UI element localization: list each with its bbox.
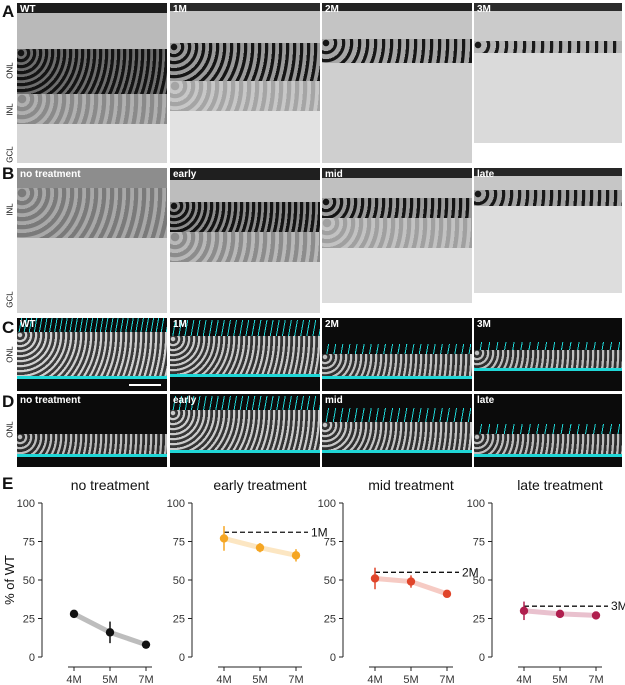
panel-letter-b: B [2,164,15,183]
y-tick-label: 0 [179,652,185,664]
data-point [105,628,115,637]
panel-letter-a: A [2,2,15,21]
y-tick-label: 100 [318,498,336,510]
x-tick-label: 7M [439,674,454,685]
chart-title: mid treatment [368,477,454,493]
data-point [69,609,79,619]
x-tick-label: 5M [252,674,267,685]
y-tick-label: 50 [324,575,336,587]
data-point [591,611,601,620]
micrograph-b-mid: mid [322,168,472,303]
y-axis-label: % of WT [2,555,17,605]
panel-letter-e: E [2,474,14,493]
y-tick-label: 25 [473,614,485,626]
fluorescence-c-3m: 3M [474,318,622,391]
y-tick-label: 100 [167,498,185,510]
fluorescence-c-1m: 1M [170,318,320,391]
data-point [519,606,529,615]
tile-label: no treatment [20,169,81,180]
tile-label: mid [325,395,343,406]
data-point [219,534,229,543]
micrograph-a-2m: 2M [322,3,472,163]
x-tick-label: 7M [588,674,603,685]
reference-label: 1M [311,525,328,539]
layer-label-gcl-a: GCL [5,146,15,163]
y-tick-label: 75 [173,537,185,549]
tile-label: WT [20,4,36,15]
micrograph-a-1m: 1M [170,3,320,163]
tile-label: no treatment [20,395,81,406]
y-tick-label: 75 [23,537,35,549]
y-tick-label: 0 [29,652,35,664]
x-tick-label: 5M [403,674,418,685]
tile-label: late [477,169,495,180]
panel-letter-d: D [2,392,15,411]
tile-label: early [173,169,197,180]
fluorescence-d-early: early [170,394,320,467]
tile-label: 1M [173,319,187,330]
tile-label: 2M [325,319,339,330]
y-tick-label: 50 [23,575,35,587]
micrograph-b-no-treatment: no treatment [17,168,167,313]
x-tick-label: 5M [102,674,117,685]
micrograph-a-3m: 3M [474,3,622,143]
y-tick-label: 25 [23,614,35,626]
tile-label: mid [325,169,343,180]
y-tick-label: 50 [473,575,485,587]
y-tick-label: 100 [17,498,35,510]
fluorescence-c-2m: 2M [322,318,472,391]
y-tick-label: 0 [479,652,485,664]
x-tick-label: 4M [367,674,382,685]
chart-title: late treatment [517,477,603,493]
scale-bar [129,384,161,386]
tile-label: 1M [173,4,187,15]
reference-label: 2M [462,565,479,579]
fluorescence-d-late: late [474,394,622,467]
x-tick-label: 5M [552,674,567,685]
y-tick-label: 75 [473,537,485,549]
x-tick-label: 7M [138,674,153,685]
panel-letter-c: C [2,318,15,337]
layer-label-onl-d: ONL [5,421,15,438]
x-tick-label: 4M [516,674,531,685]
reference-label: 3M [611,599,625,613]
data-point [370,574,380,583]
x-tick-label: 4M [216,674,231,685]
data-point [442,589,452,599]
data-point [141,640,151,649]
y-tick-label: 100 [467,498,485,510]
x-tick-label: 7M [288,674,303,685]
fluorescence-d-no-treatment: no treatment [17,394,167,467]
chart-title: no treatment [71,477,150,493]
fluorescence-d-mid: mid [322,394,472,467]
fluorescence-c-wt: WT [17,318,167,391]
layer-label-inl-b: INL [5,203,15,216]
y-tick-label: 25 [324,614,336,626]
data-point [406,577,416,586]
layer-label-onl-c: ONL [5,346,15,363]
micrograph-b-early: early [170,168,320,313]
data-point [255,543,265,552]
micrograph-a-wt: WT [17,3,167,163]
tile-label: WT [20,319,36,330]
x-tick-label: 4M [66,674,81,685]
tile-label: 2M [325,4,339,15]
treatment-line-charts: no treatment 0 25 50 75 100 4M 5M 7M % of WT early… [2,477,625,685]
micrograph-b-late: late [474,168,622,293]
y-tick-label: 0 [330,652,336,664]
tile-label: late [477,395,495,406]
data-point [555,609,565,619]
y-tick-label: 75 [324,537,336,549]
layer-label-gcl-b: GCL [5,291,15,308]
y-tick-label: 50 [173,575,185,587]
tile-label: 3M [477,319,491,330]
layer-label-onl-a: ONL [5,62,15,79]
tile-label: 3M [477,4,491,15]
y-tick-label: 25 [173,614,185,626]
tile-label: early [173,395,197,406]
data-point [291,551,301,560]
chart-title: early treatment [213,477,306,493]
layer-label-inl-a: INL [5,103,15,116]
